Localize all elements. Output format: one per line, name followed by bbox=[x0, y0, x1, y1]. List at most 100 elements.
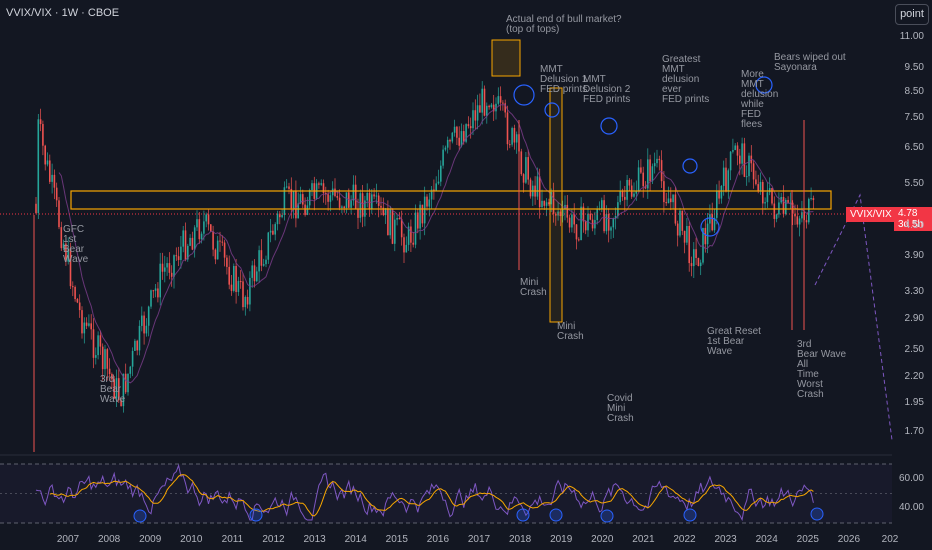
candle-body bbox=[99, 335, 102, 347]
candle-body bbox=[350, 200, 352, 208]
scale-mode-button[interactable]: point bbox=[895, 4, 929, 25]
candle-body bbox=[796, 216, 799, 225]
candle-body bbox=[456, 126, 458, 138]
candle-body bbox=[412, 242, 414, 245]
candle-body bbox=[502, 102, 504, 104]
candle-body bbox=[377, 195, 380, 206]
annotation-mini-crash-2: Mini Crash bbox=[557, 321, 584, 342]
candle-body bbox=[794, 213, 796, 217]
candle-body bbox=[727, 170, 730, 192]
candle-body bbox=[134, 340, 136, 351]
candle-body bbox=[164, 267, 166, 272]
candle-body bbox=[111, 374, 113, 380]
candle-body bbox=[180, 246, 182, 260]
candle-body bbox=[308, 190, 311, 206]
price-tick: 8.50 bbox=[904, 85, 924, 97]
candle-body bbox=[561, 209, 564, 217]
candle-body bbox=[74, 286, 76, 300]
candle-body bbox=[513, 128, 516, 143]
price-tick: 4.50 bbox=[904, 220, 924, 232]
candle-body bbox=[463, 131, 465, 142]
candle-body bbox=[492, 104, 495, 112]
price-tick: 6.50 bbox=[904, 142, 924, 154]
price-tick: 7.50 bbox=[904, 112, 924, 124]
candle-body bbox=[782, 196, 785, 215]
candle-body bbox=[262, 264, 265, 266]
candle-body bbox=[667, 198, 670, 204]
candle-body bbox=[329, 195, 332, 202]
candle-body bbox=[173, 255, 175, 277]
candle-body bbox=[515, 134, 518, 143]
mini-crash-zone-box bbox=[549, 87, 563, 323]
candle-body bbox=[771, 188, 773, 204]
candle-body bbox=[304, 204, 306, 215]
candle-body bbox=[405, 244, 408, 253]
time-tick: 2019 bbox=[550, 534, 573, 545]
candle-body bbox=[341, 206, 343, 208]
annotation-bears-wiped: Bears wiped out Sayonara bbox=[774, 52, 846, 73]
candle-body bbox=[246, 296, 249, 305]
candle-body bbox=[458, 137, 460, 146]
candle-body bbox=[205, 214, 207, 222]
candle-body bbox=[490, 104, 493, 108]
candle-body bbox=[118, 378, 120, 401]
candle-body bbox=[725, 167, 727, 192]
candle-body bbox=[69, 248, 72, 287]
candle-body bbox=[212, 231, 214, 250]
price-tick: 1.70 bbox=[904, 426, 924, 437]
candle-body bbox=[548, 202, 550, 205]
candle-body bbox=[580, 206, 582, 241]
candle-body bbox=[453, 126, 456, 133]
candle-body bbox=[306, 205, 309, 215]
candle-body bbox=[716, 191, 718, 218]
candle-body bbox=[297, 203, 299, 219]
time-tick: 2026 bbox=[837, 534, 861, 545]
candle-body bbox=[460, 131, 463, 146]
candle-body bbox=[67, 248, 69, 262]
candle-body bbox=[398, 218, 401, 220]
symbol-title[interactable]: VVIX/VIX · 1W · CBOE bbox=[6, 7, 120, 19]
candle-body bbox=[138, 325, 141, 351]
candle-body bbox=[49, 160, 51, 182]
candle-body bbox=[106, 349, 109, 369]
candle-body bbox=[223, 242, 226, 258]
candle-body bbox=[522, 174, 525, 183]
candle-body bbox=[791, 202, 794, 214]
candle-body bbox=[504, 103, 506, 113]
candle-body bbox=[83, 322, 86, 334]
candle-body bbox=[686, 225, 688, 243]
candle-body bbox=[465, 124, 467, 142]
annotation-mmt1: MMT Delusion 1 FED prints bbox=[540, 64, 588, 95]
candle-body bbox=[239, 281, 242, 283]
candle-body bbox=[368, 192, 371, 210]
candle-body bbox=[704, 227, 707, 245]
candle-body bbox=[773, 203, 776, 219]
candle-body bbox=[444, 147, 447, 150]
price-tick: 11.00 bbox=[899, 31, 924, 42]
highlight-circle bbox=[544, 102, 560, 118]
candle-body bbox=[380, 205, 382, 208]
candle-body bbox=[357, 208, 359, 218]
candle-body bbox=[688, 225, 690, 264]
candle-body bbox=[88, 323, 90, 326]
candle-body bbox=[361, 193, 364, 217]
candle-body bbox=[709, 214, 711, 224]
price-tick: 2.50 bbox=[904, 344, 924, 356]
annotation-great-reset: Great Reset 1st Bear Wave bbox=[707, 326, 761, 357]
candle-body bbox=[177, 256, 180, 260]
candle-body bbox=[410, 226, 412, 243]
rsi-highlight-circle bbox=[810, 507, 824, 521]
candle-body bbox=[739, 155, 741, 164]
candle-body bbox=[610, 227, 612, 231]
time-tick: 2015 bbox=[385, 534, 408, 545]
candle-body bbox=[235, 266, 237, 292]
candle-body bbox=[145, 325, 148, 334]
candle-body bbox=[672, 194, 674, 203]
candle-body bbox=[520, 151, 523, 175]
candle-body bbox=[141, 315, 143, 326]
candle-body bbox=[120, 400, 122, 407]
candle-body bbox=[720, 185, 723, 199]
candle-body bbox=[37, 119, 40, 213]
candle-body bbox=[787, 199, 789, 203]
